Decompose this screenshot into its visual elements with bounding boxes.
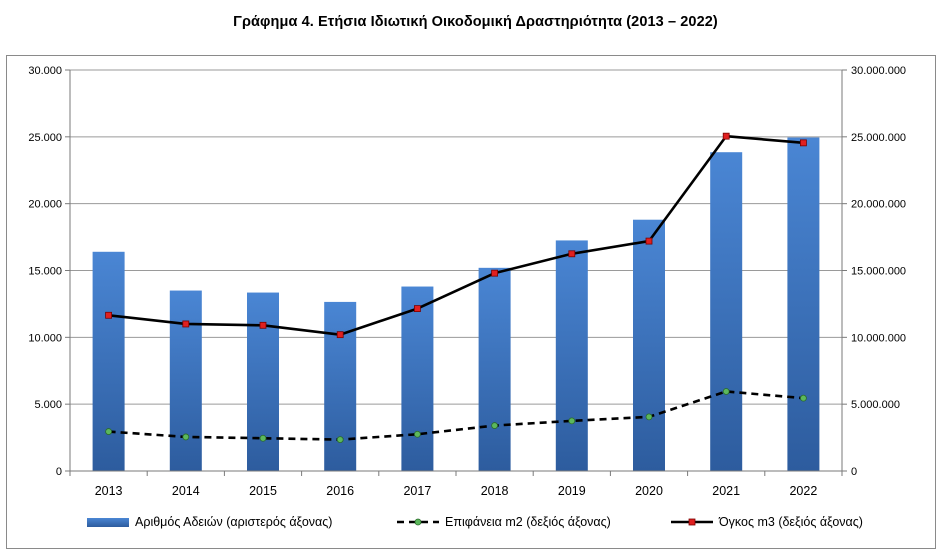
point-2016 [336, 436, 344, 443]
point-2021 [722, 132, 730, 140]
right-tick-label: 15.000.000 [851, 266, 906, 278]
point-2019 [568, 250, 576, 258]
bar-2017 [401, 286, 434, 471]
point-2020 [645, 237, 653, 245]
bar-2022 [787, 137, 820, 472]
point-2017 [413, 305, 421, 312]
x-tick-label: 2017 [403, 484, 431, 498]
x-tick-label: 2022 [789, 484, 817, 498]
x-tick-label: 2013 [95, 484, 123, 498]
line-series-2 [108, 134, 804, 336]
bar-series [92, 137, 820, 472]
point-2018 [491, 422, 499, 429]
right-tick-label: 0 [851, 466, 857, 478]
left-tick-label: 20.000 [28, 199, 62, 211]
x-tick-label: 2020 [635, 484, 663, 498]
point-2022 [800, 394, 807, 402]
bar-2019 [555, 240, 588, 471]
point-2020 [645, 413, 653, 421]
point-2022 [800, 139, 807, 147]
point-2013 [105, 311, 112, 319]
bar-2013 [92, 251, 125, 471]
left-tick-label: 30.000 [28, 65, 62, 77]
x-tick-label: 2021 [712, 484, 740, 498]
left-tick-label: 15.000 [28, 266, 62, 278]
point-2015 [259, 321, 267, 329]
right-tick-label: 20.000.000 [851, 199, 906, 211]
point-2014 [182, 433, 190, 441]
point-2017 [413, 430, 421, 438]
x-tick-label: 2015 [249, 484, 277, 498]
bar-2020 [633, 219, 665, 471]
right-tick-label: 25.000.000 [851, 132, 906, 144]
point-2018 [491, 269, 499, 277]
point-2014 [182, 320, 190, 328]
bar-2016 [324, 301, 357, 471]
x-tick-label: 2018 [481, 484, 509, 498]
right-tick-label: 30.000.000 [851, 65, 906, 77]
left-tick-label: 5.000 [34, 399, 62, 411]
x-tick-label: 2014 [172, 484, 200, 498]
left-tick-label: 0 [56, 466, 62, 478]
legend: Αριθμός Αδειών (αριστερός άξονας) Επιφάνε… [87, 515, 863, 529]
point-2015 [259, 434, 267, 442]
point-2019 [568, 417, 576, 425]
chart-title: Γράφημα 4. Ετήσια Ιδιωτική Οικοδομική Δρ… [233, 14, 718, 30]
x-tick-label: 2019 [558, 484, 586, 498]
legend-label: Όγκος m3 (δεξιός άξονας) [718, 515, 863, 529]
line-series [105, 132, 807, 443]
chart-frame [6, 55, 936, 549]
line-series-1 [108, 390, 804, 441]
legend-label: Αριθμός Αδειών (αριστερός άξονας) [135, 515, 332, 529]
legend-marker [688, 518, 696, 526]
bar-2014 [169, 290, 202, 471]
left-tick-label: 25.000 [28, 132, 62, 144]
bar-2018 [478, 267, 511, 471]
x-tick-label: 2016 [326, 484, 354, 498]
bar-2015 [247, 292, 279, 471]
axes: 0 5.000 10.000 15.000 20.000 25.000 30.000 0 5.0… [28, 65, 906, 498]
left-tick-label: 10.000 [28, 332, 62, 344]
legend-marker [414, 518, 422, 526]
right-tick-label: 10.000.000 [851, 332, 906, 344]
point-2013 [105, 428, 112, 435]
legend-swatch-bar [87, 518, 129, 527]
legend-label: Επιφάνεια m2 (δεξιός άξονας) [445, 515, 611, 529]
point-2021 [722, 388, 730, 395]
point-2016 [336, 331, 344, 339]
bar-2021 [710, 152, 743, 471]
right-tick-label: 5.000.000 [851, 399, 900, 411]
